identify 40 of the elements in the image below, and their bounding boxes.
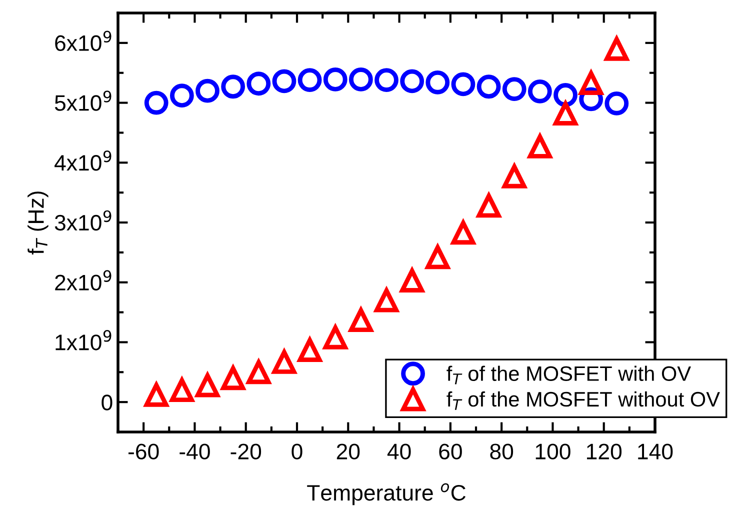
x-tick-label: 40 — [387, 444, 411, 460]
legend-label: f$_{T}$ of the MOSFET with OV — [446, 366, 691, 384]
y-tick-label: 1x10$^{9}$ — [56, 330, 112, 350]
x-tick-label: 140 — [638, 444, 673, 460]
point — [170, 84, 194, 108]
point — [604, 91, 629, 116]
x-tick-label: -60 — [128, 444, 159, 460]
x-tick-label: 120 — [587, 444, 622, 460]
point — [476, 74, 501, 99]
y-tick-label: 5x10$^{9}$ — [54, 90, 112, 111]
point — [298, 68, 322, 92]
y-tick-label: 3x10$^{9}$ — [54, 210, 112, 231]
x-tick-label: 100 — [536, 444, 570, 460]
y-axis-title: f$_{T}$ (Hz) — [28, 192, 48, 255]
x-tick-label: -40 — [180, 444, 210, 460]
point — [426, 70, 450, 94]
point — [323, 67, 348, 92]
x-tick-label: -20 — [230, 444, 262, 460]
x-tick-label: 0 — [292, 444, 302, 460]
point — [400, 69, 424, 94]
point — [246, 72, 271, 96]
point — [221, 74, 246, 99]
legend-label: f$_{T}$ of the MOSFET without OV — [446, 391, 720, 410]
y-tick-label: 4x10$^{9}$ — [54, 150, 112, 171]
y-tick-label: 6x10$^{9}$ — [55, 30, 112, 52]
point — [374, 68, 398, 92]
point — [451, 72, 476, 96]
point — [144, 90, 168, 115]
y-tick-label: 2x10$^{9}$ — [55, 270, 112, 290]
point — [348, 67, 373, 92]
point — [528, 79, 552, 104]
x-tick-label: 60 — [439, 444, 462, 460]
point — [502, 77, 526, 101]
y-tick-label: 0 — [102, 394, 112, 410]
x-tick-label: 80 — [490, 444, 514, 460]
point — [554, 83, 578, 107]
x-tick-label: 20 — [336, 444, 360, 460]
point — [196, 78, 220, 103]
point — [272, 69, 296, 94]
x-axis-title: Temperature $^{o}$C — [307, 483, 466, 506]
